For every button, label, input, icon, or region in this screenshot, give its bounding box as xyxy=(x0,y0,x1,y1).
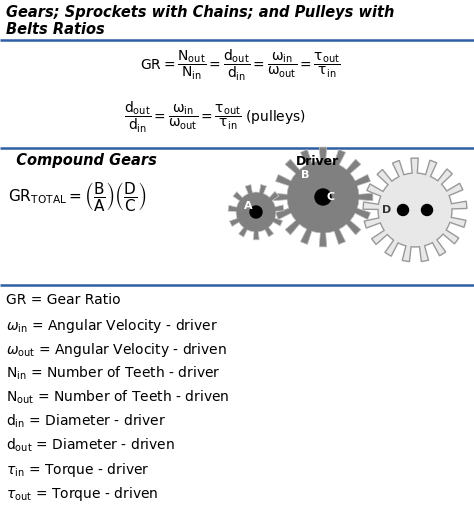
Text: GR = Gear Ratio: GR = Gear Ratio xyxy=(6,293,120,307)
Text: $\mathsf{N_{in}}$ = Number of Teeth - driver: $\mathsf{N_{in}}$ = Number of Teeth - dr… xyxy=(6,365,220,382)
Text: $\tau_{\mathsf{in}}$ = Torque - driver: $\tau_{\mathsf{in}}$ = Torque - driver xyxy=(6,461,150,479)
Text: Belts Ratios: Belts Ratios xyxy=(6,22,105,37)
Text: $\tau_{\mathsf{out}}$ = Torque - driven: $\tau_{\mathsf{out}}$ = Torque - driven xyxy=(6,485,158,503)
Circle shape xyxy=(315,189,331,205)
Text: Gears; Sprockets with Chains; and Pulleys with: Gears; Sprockets with Chains; and Pulley… xyxy=(6,5,394,20)
Text: Driver: Driver xyxy=(296,155,340,168)
Text: $\dfrac{\mathsf{d_{out}}}{\mathsf{d_{in}}}=\dfrac{\mathsf{\omega_{in}}}{\mathsf{: $\dfrac{\mathsf{d_{out}}}{\mathsf{d_{in}… xyxy=(124,100,306,135)
Circle shape xyxy=(250,206,262,218)
Text: $\mathsf{GR=}\dfrac{\mathsf{N_{out}}}{\mathsf{N_{in}}}=\dfrac{\mathsf{d_{out}}}{: $\mathsf{GR=}\dfrac{\mathsf{N_{out}}}{\m… xyxy=(140,48,340,83)
Text: $\omega_{\mathsf{in}}$ = Angular Velocity - driver: $\omega_{\mathsf{in}}$ = Angular Velocit… xyxy=(6,317,218,335)
Text: C: C xyxy=(327,192,335,202)
Polygon shape xyxy=(273,147,373,247)
Text: $\mathsf{d_{in}}$ = Diameter - driver: $\mathsf{d_{in}}$ = Diameter - driver xyxy=(6,413,166,430)
Polygon shape xyxy=(228,184,284,240)
Text: $\omega_{\mathsf{out}}$ = Angular Velocity - driven: $\omega_{\mathsf{out}}$ = Angular Veloci… xyxy=(6,341,227,359)
Circle shape xyxy=(421,205,432,216)
Text: B: B xyxy=(301,170,309,180)
Text: $\mathsf{N_{out}}$ = Number of Teeth - driven: $\mathsf{N_{out}}$ = Number of Teeth - d… xyxy=(6,389,229,406)
Circle shape xyxy=(398,205,409,216)
Polygon shape xyxy=(363,158,467,262)
Text: A: A xyxy=(244,201,252,211)
Text: D: D xyxy=(383,205,392,215)
Text: Compound Gears: Compound Gears xyxy=(6,153,157,168)
Text: $\mathsf{GR_{TOTAL}}=\left(\dfrac{\mathsf{B}}{\mathsf{A}}\right)\left(\dfrac{\ma: $\mathsf{GR_{TOTAL}}=\left(\dfrac{\maths… xyxy=(8,180,146,213)
Text: $\mathsf{d_{out}}$ = Diameter - driven: $\mathsf{d_{out}}$ = Diameter - driven xyxy=(6,437,175,454)
